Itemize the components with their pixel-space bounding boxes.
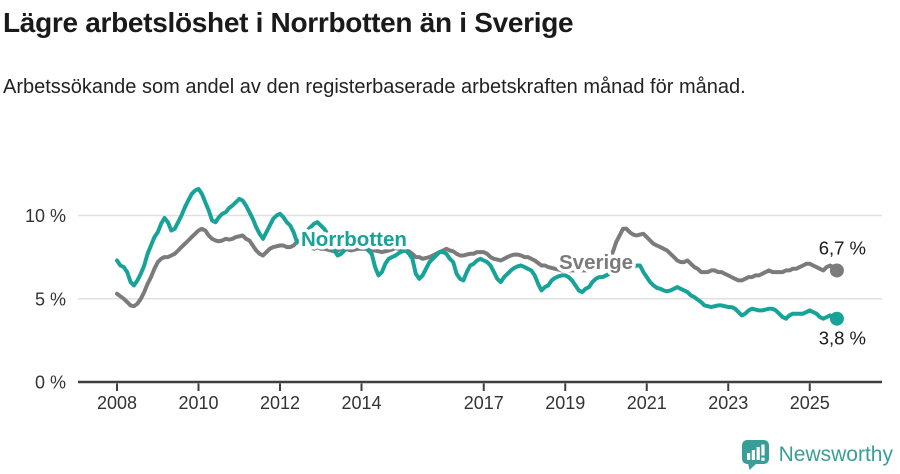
x-tick-label: 2008 — [97, 393, 137, 413]
x-tick-label: 2010 — [178, 393, 218, 413]
chart-subtitle: Arbetssökande som andel av den registerb… — [3, 75, 746, 98]
series-label-sverige: Sverige — [559, 251, 633, 274]
y-tick-label: 10 % — [25, 206, 66, 226]
x-tick-label: 2012 — [260, 393, 300, 413]
end-dot-norrbotten — [829, 311, 844, 326]
x-tick-label: 2014 — [341, 393, 381, 413]
series-label-norrbotten: Norrbotten — [301, 228, 407, 251]
brand-name: Newsworthy — [778, 442, 893, 466]
x-tick-label: 2021 — [627, 393, 667, 413]
brand-footer: Newsworthy — [741, 439, 893, 470]
y-tick-label: 0 % — [35, 373, 66, 393]
end-dot-sverige — [829, 263, 844, 278]
x-tick-label: 2025 — [790, 393, 830, 413]
end-value-label-sverige: 6,7 % — [819, 237, 866, 258]
y-tick-label: 5 % — [35, 289, 66, 309]
series-line-norrbotten — [115, 186, 839, 321]
x-tick-label: 2017 — [464, 393, 504, 413]
end-value-label-norrbotten: 3,8 % — [819, 328, 866, 349]
chart-title: Lägre arbetslöshet i Norrbotten än i Sve… — [3, 7, 574, 38]
x-tick-label: 2019 — [545, 393, 585, 413]
series-line-sverige — [115, 226, 839, 309]
x-tick-label: 2023 — [708, 393, 748, 413]
newsworthy-logo-icon — [741, 440, 769, 470]
